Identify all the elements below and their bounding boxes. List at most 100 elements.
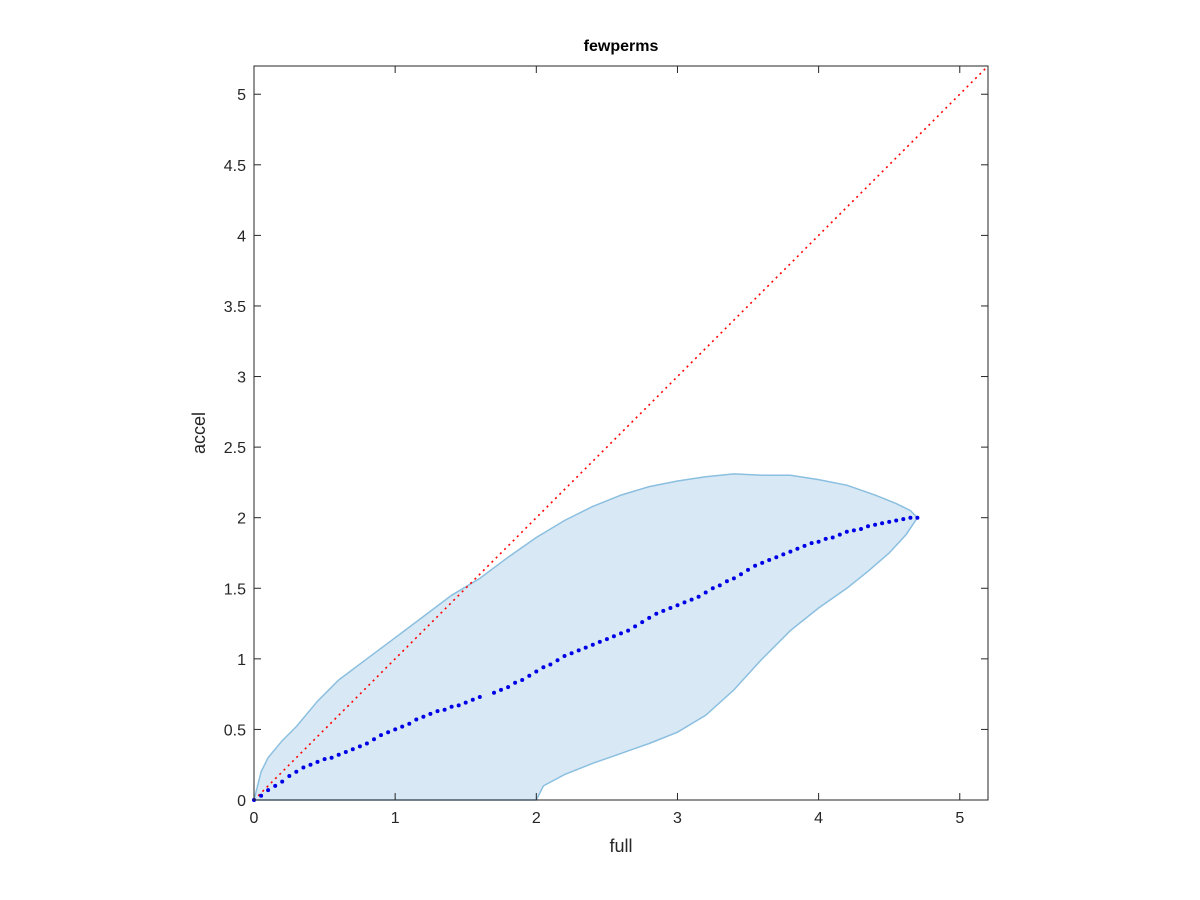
data-point [682, 600, 687, 605]
data-point [583, 645, 588, 650]
data-point [442, 707, 447, 712]
axes-box [253, 65, 989, 801]
data-point [273, 783, 278, 788]
y-tick-label: 3 [237, 370, 246, 387]
data-point [788, 549, 793, 554]
data-point [767, 558, 772, 562]
reference-line [253, 65, 989, 801]
data-point [739, 572, 743, 577]
data-point [520, 678, 525, 682]
data-point [908, 515, 913, 520]
x-tick-label: 3 [673, 810, 682, 827]
data-point [823, 536, 828, 541]
data-point [449, 704, 454, 709]
data-point [315, 759, 320, 764]
data-point [901, 517, 906, 522]
data-point [576, 648, 581, 653]
data-point [555, 658, 560, 663]
data-point [746, 567, 750, 572]
y-tick-label: 4 [237, 228, 246, 245]
y-tick-label: 5 [237, 87, 246, 104]
data-point [661, 608, 666, 613]
data-point [802, 543, 807, 548]
data-point [703, 590, 708, 595]
data-point [859, 527, 863, 531]
x-tick-label: 5 [955, 810, 964, 827]
data-point [308, 762, 313, 767]
data-point [541, 665, 546, 670]
y-tick-label: 1.5 [224, 581, 246, 598]
y-axis-ticks: 0 0.5 1 1.5 2 2.5 3 3.5 4 4.5 5 [224, 87, 988, 810]
data-point [548, 662, 553, 667]
data-point [640, 620, 645, 625]
data-point [386, 730, 391, 735]
data-point [294, 769, 299, 774]
data-point [894, 518, 899, 523]
data-point [534, 669, 539, 674]
data-point [689, 597, 694, 602]
data-point [604, 637, 609, 642]
x-tick-label: 1 [391, 810, 400, 827]
data-point [816, 539, 821, 544]
data-point [372, 737, 376, 742]
data-point [851, 528, 856, 533]
reference-line-layer [253, 65, 989, 801]
data-point [880, 521, 885, 526]
y-tick-label: 2 [237, 511, 246, 528]
data-point [837, 532, 842, 537]
data-point [915, 515, 920, 520]
data-point [350, 747, 355, 752]
data-point [499, 687, 503, 692]
data-point [781, 552, 786, 557]
x-axis-label: full [609, 836, 632, 856]
data-point [435, 709, 440, 714]
data-point [456, 703, 461, 708]
x-tick-label: 0 [250, 810, 259, 827]
data-point [675, 603, 680, 608]
data-point [407, 721, 412, 726]
data-point [590, 642, 595, 647]
data-point [654, 611, 659, 616]
x-axis-ticks: 0 1 2 3 4 5 [250, 66, 964, 827]
data-point [343, 750, 348, 754]
data-point [830, 535, 835, 540]
data-point [266, 788, 271, 793]
y-tick-label: 4.5 [224, 158, 246, 175]
y-tick-label: 0.5 [224, 722, 246, 739]
data-points [252, 515, 920, 802]
data-point [647, 615, 652, 620]
data-point [774, 555, 779, 560]
y-tick-label: 3.5 [224, 299, 246, 316]
chart-title: fewperms [584, 38, 659, 55]
data-point [887, 519, 892, 524]
data-point [301, 765, 306, 770]
data-point [428, 711, 433, 716]
y-tick-label: 2.5 [224, 440, 246, 457]
data-point [717, 583, 722, 588]
data-point [809, 541, 814, 546]
data-point [611, 634, 616, 639]
data-point [866, 524, 870, 529]
data-point [379, 733, 383, 738]
data-point [463, 700, 468, 705]
data-point [421, 714, 426, 719]
x-tick-label: 2 [532, 810, 541, 827]
data-point [492, 690, 496, 695]
data-point [259, 793, 264, 798]
data-point [626, 628, 631, 633]
data-point [280, 779, 285, 784]
data-point [724, 579, 729, 584]
data-point [562, 654, 567, 658]
data-point [710, 586, 715, 591]
data-point [569, 651, 574, 656]
data-point [844, 529, 849, 534]
data-point [477, 695, 482, 699]
data-point [633, 624, 638, 629]
band-area [253, 473, 919, 801]
y-tick-label: 1 [237, 652, 246, 669]
data-point [619, 631, 623, 636]
confidence-band [253, 473, 919, 801]
data-point [873, 522, 878, 527]
data-point [364, 741, 369, 746]
